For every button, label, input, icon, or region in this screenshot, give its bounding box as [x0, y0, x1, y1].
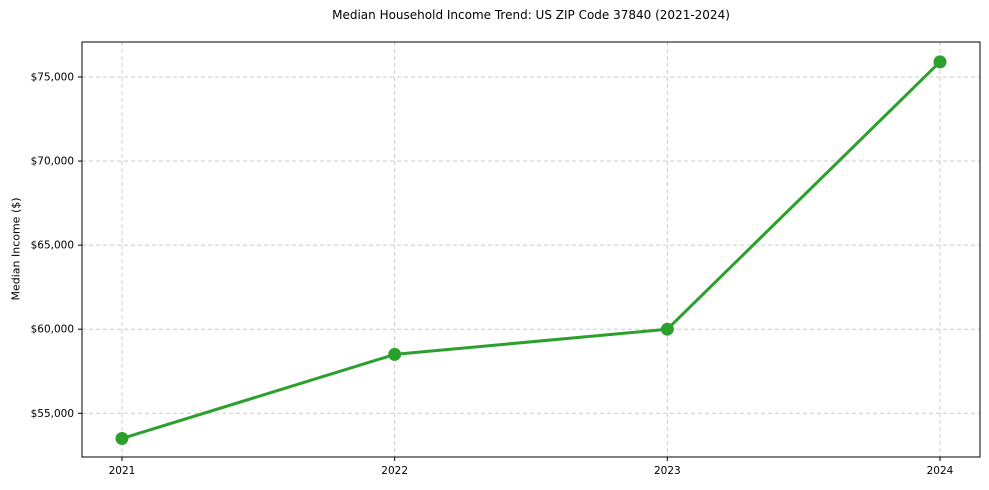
y-tick-label: $60,000: [31, 324, 74, 336]
y-tick-label: $65,000: [31, 240, 74, 252]
data-point: [660, 322, 674, 336]
data-line: [120, 60, 942, 441]
x-tick-label: 2023: [654, 465, 681, 477]
y-tick-label: $70,000: [31, 156, 74, 168]
y-axis-label: Median Income ($): [9, 197, 23, 301]
x-tick-label: 2021: [109, 465, 136, 477]
data-point: [115, 432, 129, 446]
y-tick-label: $75,000: [31, 71, 74, 83]
x-tick-label: 2024: [927, 465, 954, 477]
data-point: [933, 55, 947, 69]
y-tick-label: $55,000: [31, 408, 74, 420]
x-tick-label: 2022: [381, 465, 408, 477]
plot-border: [81, 41, 981, 458]
chart-title: Median Household Income Trend: US ZIP Co…: [332, 8, 730, 22]
data-point: [388, 347, 402, 361]
